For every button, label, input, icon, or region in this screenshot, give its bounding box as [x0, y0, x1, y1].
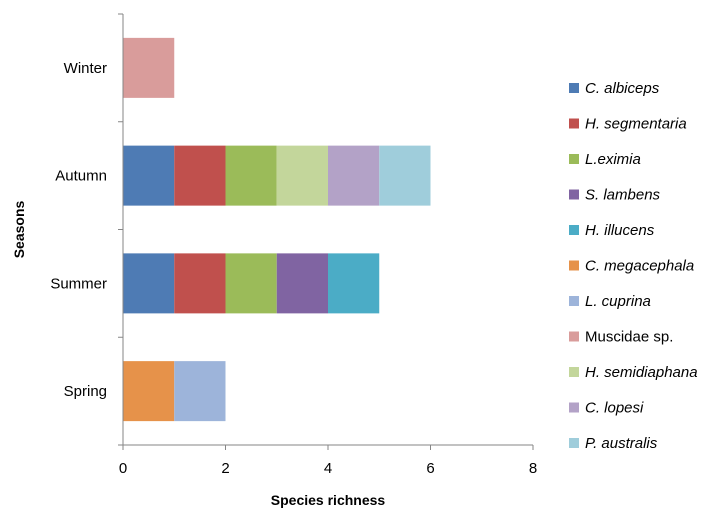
legend-label-muscidae-sp: Muscidae sp.: [585, 329, 673, 346]
bar-autumn-h-segmentaria: [174, 145, 226, 206]
legend-label-h-segmentaria: H. segmentaria: [585, 116, 687, 133]
x-tick-label: 6: [426, 460, 434, 477]
legend-swatch-s-lambens: [569, 189, 579, 200]
y-tick-label-winter: Winter: [64, 60, 107, 77]
bar-autumn-c-lopesi: [328, 145, 380, 206]
legend-label-p-australis: P. australis: [585, 435, 658, 452]
bar-summer-s-lambens: [276, 253, 328, 314]
bar-spring-c-megacephala: [123, 361, 175, 422]
legend-swatch-c-albiceps: [569, 83, 579, 93]
legend-swatch-h-illucens: [569, 225, 579, 235]
legend-swatch-l-eximia: [569, 154, 579, 164]
bar-autumn-h-semidiaphana: [276, 145, 328, 206]
plot-area: [123, 37, 431, 422]
legend-label-c-albiceps: C. albiceps: [585, 80, 660, 97]
legend: C. albiceps H. segmentaria L.eximia S. lamb…: [569, 80, 698, 452]
y-axis-title: Seasons: [11, 200, 27, 258]
x-tick-label: 8: [529, 460, 537, 477]
bar-autumn-p-australis: [379, 145, 431, 206]
y-tick-label-spring: Spring: [64, 383, 107, 400]
legend-label-h-semidiaphana: H. semidiaphana: [585, 364, 698, 381]
x-tick-label: 4: [324, 460, 332, 477]
x-tick-label: 0: [119, 460, 127, 477]
y-tick-label-autumn: Autumn: [55, 168, 107, 185]
legend-label-l-eximia: L.eximia: [585, 151, 641, 168]
legend-swatch-c-lopesi: [569, 402, 579, 413]
bar-autumn-c-albiceps: [123, 145, 175, 206]
legend-swatch-l-cuprina: [569, 296, 579, 306]
legend-label-l-cuprina: L. cuprina: [585, 293, 651, 310]
bar-summer-h-illucens: [328, 253, 380, 314]
axes: Spring Summer Autumn Winter 0 2 4 6 8: [50, 13, 537, 477]
legend-label-s-lambens: S. lambens: [585, 187, 661, 204]
bar-spring-l-cuprina: [174, 361, 226, 422]
y-tick-label-summer: Summer: [50, 275, 107, 292]
legend-swatch-muscidae-sp: [569, 331, 579, 342]
legend-swatch-h-segmentaria: [569, 118, 579, 129]
bar-winter-muscidae-sp: [123, 37, 175, 98]
bar-summer-l-eximia: [225, 253, 277, 314]
x-axis-title: Species richness: [271, 492, 386, 508]
bar-autumn-l-eximia: [225, 145, 277, 206]
legend-label-c-lopesi: C. lopesi: [585, 400, 644, 417]
bar-summer-c-albiceps: [123, 253, 175, 314]
bar-summer-h-segmentaria: [174, 253, 226, 314]
legend-swatch-p-australis: [569, 438, 579, 448]
x-tick-label: 2: [221, 460, 229, 477]
legend-label-c-megacephala: C. megacephala: [585, 258, 694, 275]
legend-swatch-h-semidiaphana: [569, 367, 579, 377]
legend-swatch-c-megacephala: [569, 260, 579, 271]
legend-label-h-illucens: H. illucens: [585, 222, 655, 239]
